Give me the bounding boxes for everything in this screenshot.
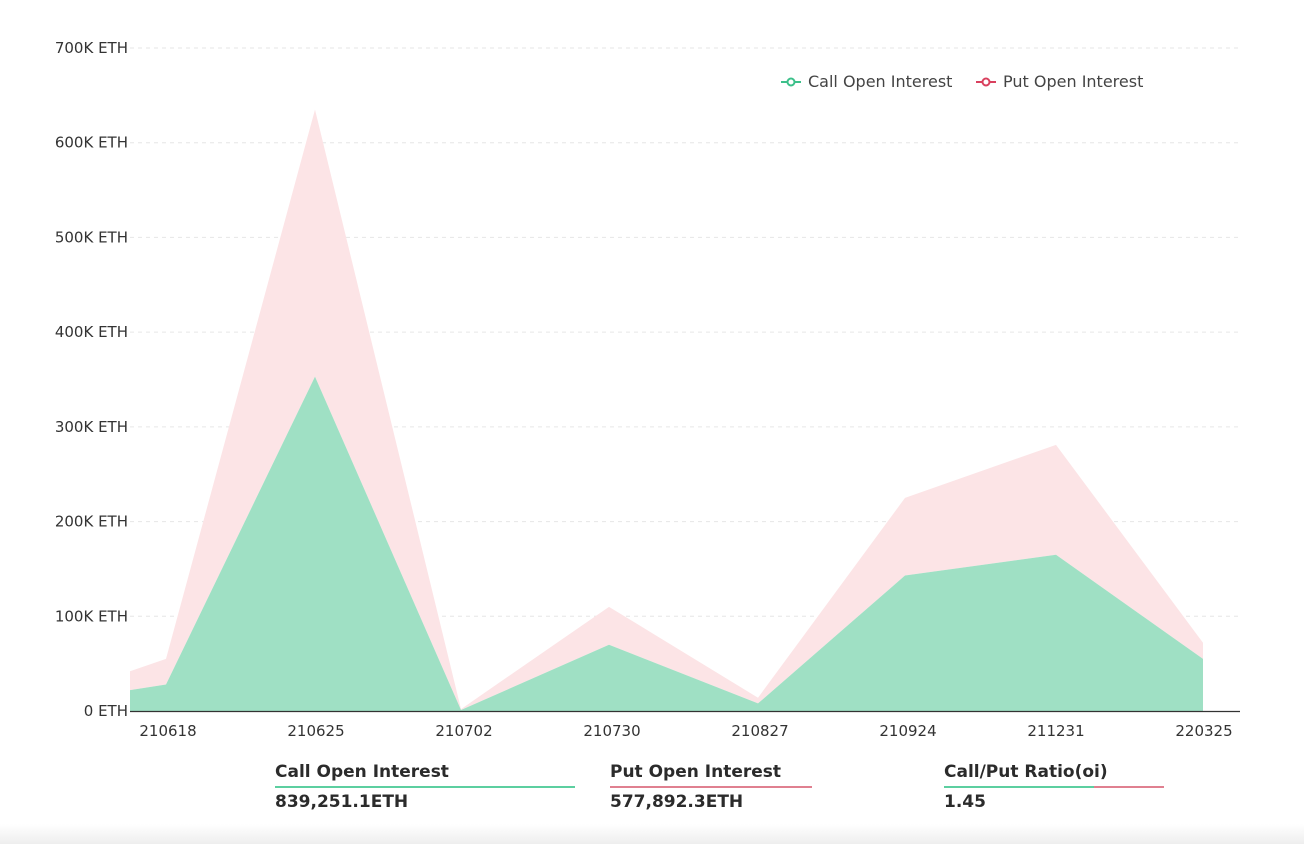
y-tick-label: 500K ETH xyxy=(55,228,128,246)
x-tick-label: 211231 xyxy=(1027,722,1084,740)
open-interest-chart: 0 ETH 100K ETH 200K ETH 300K ETH 400K ETH 500… xyxy=(55,39,1240,740)
legend-marker-dot xyxy=(786,77,796,87)
put-open-interest-value: 577,892.3ETH xyxy=(610,792,744,812)
y-tick-label: 400K ETH xyxy=(55,323,128,341)
legend-item-put[interactable]: Put Open Interest xyxy=(976,72,1143,91)
legend-item-call[interactable]: Call Open Interest xyxy=(781,72,952,91)
y-tick-label: 200K ETH xyxy=(55,513,128,531)
bottom-edge xyxy=(0,824,1304,844)
call-put-ratio-value: 1.45 xyxy=(944,792,986,812)
put-open-interest-stat: Put Open Interest 577,892.3ETH xyxy=(610,762,812,822)
y-tick-label: 0 ETH xyxy=(84,702,128,720)
x-tick-label: 210625 xyxy=(287,722,344,740)
call-open-interest-value: 839,251.1ETH xyxy=(275,792,409,812)
call-open-interest-area xyxy=(130,376,1203,711)
put-open-interest-area xyxy=(130,109,1203,711)
x-tick-label: 210827 xyxy=(731,722,788,740)
y-tick-label: 300K ETH xyxy=(55,418,128,436)
call-open-interest-stat: Call Open Interest 839,251.1ETH xyxy=(275,762,575,822)
area-layer xyxy=(130,109,1203,711)
legend-marker-dot xyxy=(981,77,991,87)
x-tick-label: 210924 xyxy=(879,722,936,740)
ratio-underline-call xyxy=(944,786,1094,788)
ratio-underline xyxy=(944,786,1164,788)
x-tick-label: 210702 xyxy=(435,722,492,740)
y-tick-label: 600K ETH xyxy=(55,134,128,152)
call-put-ratio-stat: Call/Put Ratio(oi) 1.45 xyxy=(944,762,1164,822)
y-tick-label: 100K ETH xyxy=(55,607,128,625)
put-open-interest-title: Put Open Interest xyxy=(610,762,782,782)
call-put-ratio-title: Call/Put Ratio(oi) xyxy=(944,762,1108,782)
call-underline xyxy=(275,786,575,788)
x-tick-label: 220325 xyxy=(1175,722,1232,740)
legend-label: Call Open Interest xyxy=(808,72,952,91)
x-tick-label: 210730 xyxy=(583,722,640,740)
ratio-underline-put xyxy=(1093,786,1164,788)
axis-layer: 0 ETH 100K ETH 200K ETH 300K ETH 400K ETH 500… xyxy=(55,39,1240,740)
legend-label: Put Open Interest xyxy=(1003,72,1143,91)
legend[interactable]: Call Open Interest Put Open Interest xyxy=(781,72,1143,91)
x-tick-label: 210618 xyxy=(139,722,196,740)
call-open-interest-title: Call Open Interest xyxy=(275,762,449,782)
y-tick-label: 700K ETH xyxy=(55,39,128,57)
put-underline xyxy=(610,786,812,788)
